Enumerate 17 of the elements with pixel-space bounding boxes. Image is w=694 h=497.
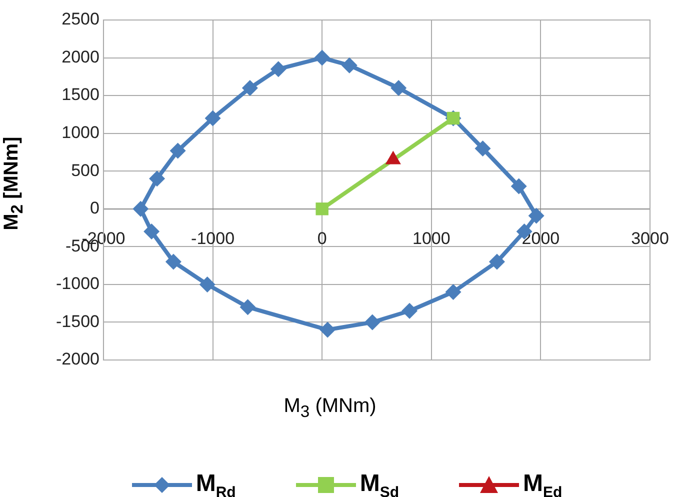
- y-tick-label: -1500: [56, 312, 100, 331]
- x-tick-label: 3000: [631, 228, 669, 248]
- y-tick-label: -1000: [56, 274, 100, 294]
- y-tick-label: -2000: [56, 350, 100, 369]
- legend-label: M$_{Ed}$: [523, 470, 562, 497]
- y-tick-label: 1500: [62, 85, 100, 104]
- x-tick-label: 1000: [412, 228, 450, 248]
- y-tick-label: 500: [71, 160, 100, 180]
- legend-label: M$_{Sd}$: [360, 470, 399, 497]
- x-axis-title: M$_{3}$ (MNm): [282, 395, 378, 422]
- y-tick-label: 1000: [62, 123, 100, 142]
- x-tick-label: 0: [317, 228, 327, 248]
- x-tick-label: -1000: [191, 228, 235, 248]
- legend-label: M$_{Rd}$: [196, 470, 236, 497]
- y-tick-label: 2000: [62, 47, 100, 66]
- y-tick-label: 2500: [62, 10, 100, 29]
- y-tick-label: 0: [90, 198, 100, 218]
